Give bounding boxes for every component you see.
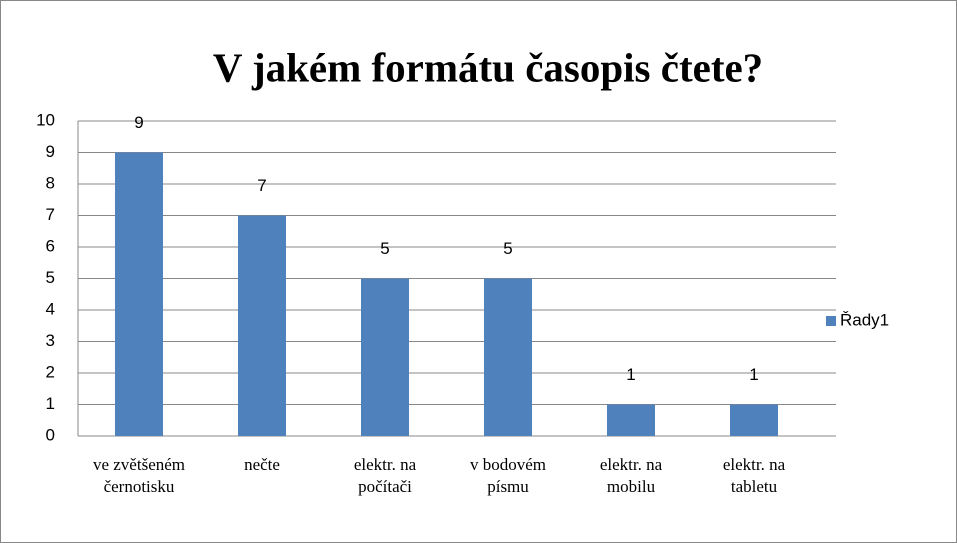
y-tick-label: 3 <box>46 331 55 350</box>
x-tick-label: elektr. na počítači <box>353 455 417 496</box>
x-tick-label: elektr. na tabletu <box>722 455 786 496</box>
y-tick-label: 8 <box>46 173 55 192</box>
x-tick-label-box: nečte <box>244 455 280 474</box>
data-label: 1 <box>626 365 635 384</box>
data-label: 7 <box>257 176 266 195</box>
x-tick-label: elektr. na mobilu <box>599 455 663 496</box>
x-tick-label-box: v bodovém písmu <box>469 455 547 496</box>
bar <box>730 404 778 436</box>
x-tick-label-box: elektr. na tabletu <box>722 455 786 496</box>
data-label: 5 <box>380 239 389 258</box>
legend-label: Řady1 <box>840 310 889 329</box>
bar <box>607 404 655 436</box>
y-tick-label: 2 <box>46 362 55 381</box>
y-tick-label: 5 <box>46 268 55 287</box>
y-tick-label: 0 <box>46 425 55 444</box>
x-tick-label-box: elektr. na počítači <box>353 455 417 496</box>
y-tick-label: 9 <box>46 142 55 161</box>
x-tick-label: v bodovém písmu <box>469 455 547 496</box>
bar <box>484 278 532 436</box>
bar <box>361 278 409 436</box>
y-tick-label: 7 <box>46 205 55 224</box>
y-tick-label: 10 <box>36 110 55 129</box>
data-label: 1 <box>749 365 758 384</box>
data-label: 9 <box>134 113 143 132</box>
legend-swatch <box>826 316 836 326</box>
y-tick-label: 1 <box>46 394 55 413</box>
x-tick-label: ve zvětšeném černotisku <box>92 455 186 496</box>
bar <box>238 215 286 436</box>
bar <box>115 152 163 436</box>
y-tick-label: 4 <box>46 299 55 318</box>
x-tick-label-box: elektr. na mobilu <box>599 455 663 496</box>
data-label: 5 <box>503 239 512 258</box>
chart-title: V jakém formátu časopis čtete? <box>213 44 763 90</box>
x-tick-label: nečte <box>244 455 280 474</box>
y-tick-label: 6 <box>46 236 55 255</box>
x-tick-label-box: ve zvětšeném černotisku <box>92 455 186 496</box>
